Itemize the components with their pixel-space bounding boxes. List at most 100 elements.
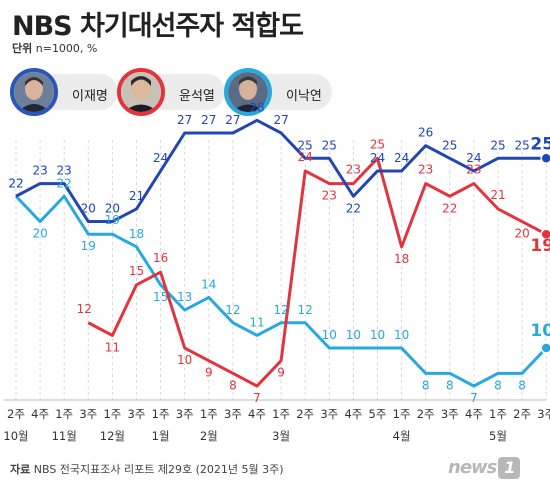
x-tick-label: 3주 [79, 407, 97, 421]
series-end-marker [540, 152, 550, 165]
data-label: 12 [298, 303, 313, 317]
data-label: 25 [322, 138, 337, 152]
data-label: 23 [466, 163, 481, 177]
data-label: 27 [225, 113, 240, 127]
data-label: 10 [530, 321, 550, 341]
x-tick-label: 2주 [513, 407, 531, 421]
data-label: 15 [129, 264, 144, 278]
data-label: 25 [530, 134, 550, 154]
data-label: 23 [57, 164, 72, 178]
data-label: 8 [494, 378, 502, 392]
month-label: 3월 [272, 429, 290, 443]
data-label: 19 [81, 239, 96, 253]
data-label: 24 [153, 151, 168, 165]
data-label: 15 [153, 290, 168, 304]
x-tick-label: 3주 [441, 407, 459, 421]
data-label: 24 [466, 151, 481, 165]
data-label: 7 [470, 391, 478, 405]
logo-number: 1 [498, 457, 521, 479]
x-tick-label: 2주 [417, 407, 435, 421]
data-label: 27 [177, 113, 192, 127]
month-label: 5월 [489, 429, 507, 443]
x-tick-label: 1주 [103, 407, 121, 421]
data-label: 26 [418, 126, 433, 140]
x-tick-label: 1주 [152, 407, 170, 421]
data-label: 14 [201, 277, 216, 291]
data-label: 12 [77, 302, 92, 316]
x-tick-label: 2주 [7, 407, 25, 421]
data-label: 10 [370, 328, 385, 342]
data-label: 12 [273, 303, 288, 317]
x-tick-label: 1주 [272, 407, 290, 421]
data-label: 23 [322, 189, 337, 203]
x-tick-label: 3주 [176, 407, 194, 421]
x-tick-label: 1주 [393, 407, 411, 421]
data-label: 18 [129, 227, 144, 241]
x-tick-label: 3주 [537, 407, 550, 421]
data-label: 24 [298, 150, 313, 164]
data-label: 19 [530, 236, 550, 256]
x-tick-label: 1주 [489, 407, 507, 421]
data-label: 20 [514, 227, 529, 241]
x-tick-label: 2주 [296, 407, 314, 421]
x-tick-label: 3주 [224, 407, 242, 421]
x-tick-label: 4주 [248, 407, 266, 421]
source-label: 자료 [10, 463, 31, 476]
data-label: 9 [205, 366, 213, 380]
data-label: 10 [322, 328, 337, 342]
data-label: 13 [177, 290, 192, 304]
data-label: 11 [249, 315, 264, 329]
month-label: 11월 [52, 429, 77, 443]
data-label: 16 [153, 251, 168, 265]
unit-note: 단위 n=1000, % [12, 40, 97, 56]
data-label: 10 [394, 328, 409, 342]
series-line [14, 194, 548, 388]
data-label: 7 [253, 391, 261, 405]
data-label: 27 [201, 113, 216, 127]
data-label: 24 [394, 151, 409, 165]
series-line [15, 118, 547, 224]
legend-item-yoon: 윤석열 [117, 68, 225, 116]
data-label: 20 [105, 202, 120, 216]
person-avatar [117, 68, 165, 116]
data-label: 23 [418, 163, 433, 177]
data-label: 22 [442, 201, 457, 215]
legend-name: 윤석열 [179, 89, 215, 104]
data-label: 27 [273, 113, 288, 127]
legend-item-lee-jm: 이재명 [10, 68, 118, 116]
series-end-marker [540, 342, 550, 354]
data-label: 8 [229, 378, 237, 392]
month-label: 2월 [200, 429, 218, 443]
data-label: 24 [370, 151, 385, 165]
data-label: 20 [32, 227, 47, 241]
x-tick-label: 1주 [55, 407, 73, 421]
x-tick-label: 3주 [128, 407, 146, 421]
month-label: 1월 [152, 429, 170, 443]
data-label: 20 [81, 202, 96, 216]
data-label: 23 [346, 163, 361, 177]
data-label: 22 [8, 176, 23, 190]
source-text: NBS 전국지표조사 리포트 제29호 (2021년 5월 3주) [33, 463, 284, 476]
x-tick-label: 3주 [320, 407, 338, 421]
legend-name: 이낙연 [286, 89, 322, 104]
data-label: 22 [57, 176, 72, 190]
month-label: 4월 [393, 429, 411, 443]
month-label: 10월 [3, 429, 28, 443]
data-label: 8 [518, 378, 526, 392]
page-title: NBS 차기대선주자 적합도 [12, 11, 304, 42]
data-label: 9 [277, 366, 285, 380]
data-label: 19 [105, 213, 120, 227]
data-label: 22 [346, 201, 361, 215]
data-label: 23 [32, 164, 47, 178]
x-tick-label: 5주 [369, 407, 387, 421]
series-end-marker [540, 228, 550, 240]
legend-item-lee-ny: 이낙연 [224, 68, 332, 116]
unit-label: 단위 [12, 42, 33, 55]
person-avatar [224, 68, 272, 116]
x-tick-label: 4주 [31, 407, 49, 421]
data-label: 18 [394, 252, 409, 266]
data-label: 25 [490, 138, 505, 152]
x-tick-label: 4주 [465, 407, 483, 421]
data-label: 8 [446, 378, 454, 392]
data-label: 8 [422, 378, 430, 392]
